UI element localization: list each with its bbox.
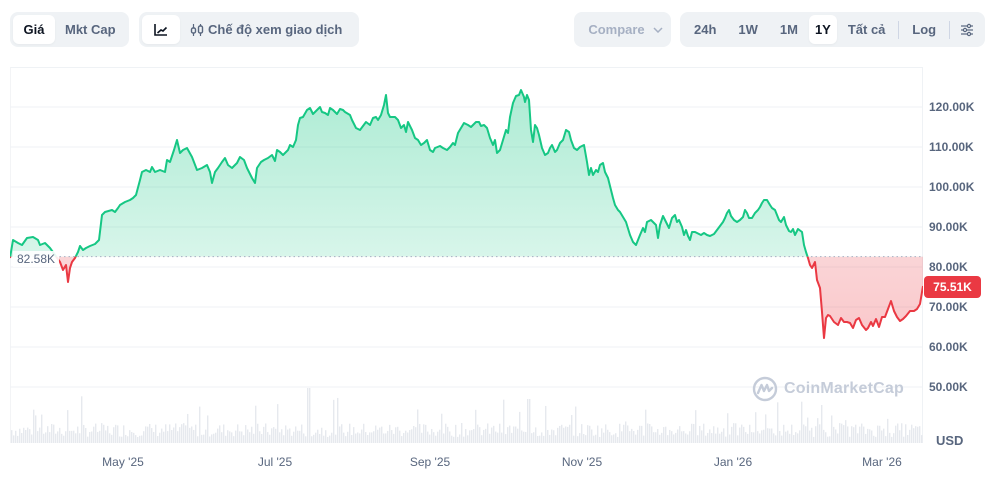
y-tick-label: 110.00K [929,140,974,154]
tab-price[interactable]: Giá [13,15,55,44]
coinmarketcap-watermark: CoinMarketCap [752,376,904,402]
x-tick-label: Nov '25 [561,455,603,469]
sliders-icon [961,23,973,36]
line-chart-icon [154,23,168,36]
tab-market-cap[interactable]: Mkt Cap [65,22,116,37]
y-tick-label: 120.00K [929,100,975,114]
trading-view-label: Chế độ xem giao dịch [208,22,343,37]
divider [898,20,900,39]
volume-histogram [11,388,923,443]
current-price-tag: 75.51K [924,276,981,298]
time-range-toggle: 24h 1W 1M 1Y Tất cả Log [680,12,985,47]
coinmarketcap-logo-icon [752,376,778,402]
range-24h[interactable]: 24h [694,22,717,37]
divider [949,20,950,39]
range-1m[interactable]: 1M [779,22,798,37]
price-type-toggle: Giá Mkt Cap [10,12,129,47]
baseline-price-label: 82.58K [13,251,60,267]
trading-view-button[interactable]: Chế độ xem giao dịch [180,15,350,44]
y-tick-label: 50.00K [929,380,968,394]
x-tick-label: May '25 [102,455,144,469]
range-1w[interactable]: 1W [738,22,758,37]
line-chart-button[interactable] [142,15,180,44]
chart-view-toggle: Chế độ xem giao dịch [139,12,359,47]
y-tick-label: 80.00K [929,260,968,274]
watermark-text: CoinMarketCap [784,380,904,397]
price-area [10,90,923,338]
x-tick-label: Jul '25 [257,455,293,469]
log-scale-toggle[interactable]: Log [912,22,937,37]
x-tick-label: Sep '25 [409,455,451,469]
price-line [10,89,923,339]
range-1y[interactable]: 1Y [808,15,837,44]
y-tick-label: 100.00K [929,180,975,194]
compare-label: Compare [588,22,645,37]
chevron-down-icon [653,26,663,33]
y-tick-label: 70.00K [929,300,968,314]
chart-settings-button[interactable] [952,15,982,44]
x-tick-label: Mar '26 [862,455,902,469]
y-tick-label: 60.00K [929,340,968,354]
x-tick-label: Jan '26 [713,455,753,469]
compare-dropdown[interactable]: Compare [574,12,671,47]
chart-toolbar: Giá Mkt Cap Chế độ xem giao dịch Compare… [0,12,992,48]
candlestick-icon [190,23,204,36]
range-all[interactable]: Tất cả [847,22,886,37]
y-tick-label: 90.00K [929,220,968,234]
currency-label: USD [936,433,964,448]
